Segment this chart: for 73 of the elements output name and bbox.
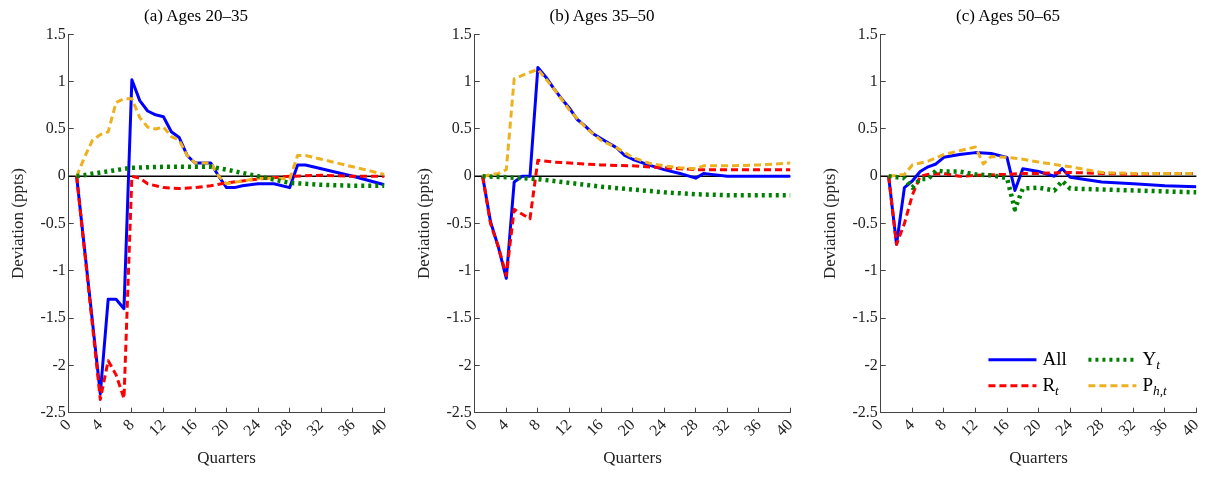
y-tick-label: 0: [869, 166, 878, 184]
x-tick-label: 28: [1083, 415, 1107, 439]
line-series: [481, 67, 791, 178]
x-tick-label: 12: [145, 415, 169, 439]
y-tick-label: 1: [57, 71, 66, 89]
y-tick-label: -2.5: [40, 402, 66, 420]
x-tick-label: 40: [1178, 415, 1202, 439]
y-tick-label: 1.5: [45, 24, 66, 42]
x-tick-label: 36: [334, 415, 358, 439]
y-tick-label: -2: [864, 355, 878, 373]
x-tick-label: 4: [493, 415, 512, 434]
chart-title: (a) Ages 20–35: [144, 5, 248, 25]
y-tick-label: -2: [458, 355, 472, 373]
x-tick-label: 4: [87, 415, 106, 434]
y-tick-label: -1.5: [446, 308, 472, 326]
y-axis-title: Deviation (ppts): [413, 168, 433, 280]
x-tick-label: 16: [582, 415, 607, 439]
y-tick-label: 0.5: [857, 119, 878, 137]
x-tick-label: 20: [1020, 415, 1044, 439]
y-axis-title: Deviation (ppts): [819, 168, 839, 280]
y-tick-label: 1: [869, 71, 878, 89]
y-tick-label: -0.5: [40, 213, 66, 231]
line-series: [75, 173, 385, 401]
y-tick-label: -1: [864, 261, 878, 279]
x-tick-label: 28: [271, 415, 295, 439]
y-tick-label: -1: [52, 261, 66, 279]
x-axis-title: Quarters: [603, 448, 662, 468]
line-series: [75, 97, 385, 186]
x-tick-label: 4: [899, 415, 918, 434]
x-tick-label: 20: [614, 415, 638, 439]
x-tick-label: 36: [1146, 415, 1170, 439]
line-series: [74, 164, 385, 188]
y-axis-title: Deviation (ppts): [7, 168, 27, 280]
x-tick-label: 12: [551, 415, 575, 439]
y-tick-label: -0.5: [446, 213, 472, 231]
y-tick-label: -1.5: [40, 308, 66, 326]
x-tick-label: 24: [645, 415, 670, 439]
y-tick-label: -2.5: [446, 402, 472, 420]
y-tick-label: 1: [463, 71, 472, 89]
x-tick-label: 16: [988, 415, 1013, 439]
x-tick-label: 36: [740, 415, 764, 439]
x-axis-title: Quarters: [197, 448, 256, 468]
x-tick-label: 24: [1051, 415, 1076, 439]
y-tick-label: 0: [463, 166, 472, 184]
x-tick-label: 20: [208, 415, 232, 439]
legend-label: All: [1042, 347, 1067, 369]
x-tick-label: 16: [176, 415, 201, 439]
y-tick-label: 0: [57, 166, 66, 184]
y-tick-label: -2: [52, 355, 66, 373]
x-tick-label: 12: [957, 415, 981, 439]
x-tick-label: 8: [931, 415, 949, 434]
y-tick-label: -0.5: [852, 213, 878, 231]
x-axis-title: Quarters: [1009, 448, 1068, 468]
y-tick-label: -2.5: [852, 402, 878, 420]
chart-title: (c) Ages 50–65: [956, 5, 1060, 25]
x-tick-label: 8: [119, 415, 137, 434]
y-tick-label: 1.5: [857, 24, 878, 42]
y-tick-label: 0.5: [45, 119, 66, 137]
y-tick-label: 0.5: [451, 119, 472, 137]
x-tick-label: 32: [709, 415, 733, 439]
y-tick-label: -1: [458, 261, 472, 279]
line-series: [886, 168, 1197, 212]
line-series: [481, 158, 791, 278]
x-tick-label: 28: [677, 415, 701, 439]
x-tick-label: 8: [525, 415, 543, 434]
x-tick-label: 32: [303, 415, 327, 439]
y-tick-label: 1.5: [451, 24, 472, 42]
x-tick-label: 24: [239, 415, 264, 439]
y-tick-label: -1.5: [852, 308, 878, 326]
x-tick-label: 40: [366, 415, 390, 439]
x-tick-label: 32: [1115, 415, 1139, 439]
x-tick-label: 40: [772, 415, 796, 439]
chart-title: (b) Ages 35–50: [549, 5, 655, 25]
